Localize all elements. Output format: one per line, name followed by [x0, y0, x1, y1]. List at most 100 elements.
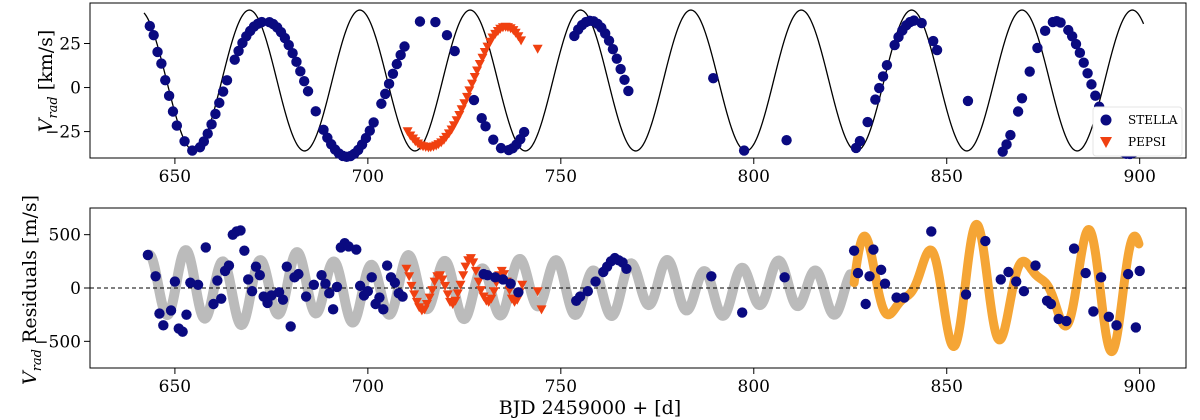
pepsi-residual-point — [517, 280, 528, 290]
pepsi-points — [402, 22, 543, 153]
pepsi-residual-point — [450, 296, 461, 306]
stella-residual-point — [308, 279, 320, 290]
stella-point — [152, 46, 163, 58]
stella-point — [480, 121, 491, 132]
stella-point — [928, 35, 939, 47]
bottom-x-tick-label: 850 — [931, 377, 963, 397]
top-x-tick-label: 650 — [159, 167, 191, 187]
stella-point — [449, 45, 460, 57]
stella-point — [376, 98, 387, 109]
stella-point — [518, 126, 530, 138]
stella-residual-point — [235, 225, 246, 236]
bottom-x-tick-label: 700 — [352, 377, 384, 397]
stella-point — [380, 88, 391, 100]
stella-point — [167, 106, 179, 117]
stella-residual-point — [1130, 322, 1142, 333]
legend: STELLA PEPSI — [1092, 106, 1183, 157]
stella-residual-point — [177, 326, 188, 337]
stella-residual-point — [513, 287, 524, 298]
stella-point — [399, 41, 410, 52]
stella-residual-point — [158, 320, 169, 331]
stella-point — [148, 30, 159, 41]
bottom-ylabel-sub: rad — [30, 349, 45, 371]
stella-residual-point — [980, 235, 991, 247]
pepsi-residual-point — [409, 290, 420, 300]
stella-point — [781, 135, 792, 146]
residual-model-gray — [142, 245, 856, 331]
stella-residual-point — [1103, 311, 1115, 322]
stella-residual-point — [381, 260, 393, 271]
stella-residual-point — [848, 245, 860, 256]
top-x-tick-label: 850 — [931, 167, 963, 187]
stella-point — [1032, 42, 1043, 54]
pepsi-residual-point — [473, 277, 484, 287]
pepsi-residual-point — [468, 258, 479, 268]
stella-point — [1090, 90, 1101, 101]
top-x-tick-label: 900 — [1123, 167, 1155, 187]
stella-point — [1016, 93, 1028, 104]
stella-point — [171, 120, 183, 131]
stella-point — [368, 117, 379, 128]
stella-residual-point — [277, 294, 289, 305]
stella-point — [214, 97, 225, 109]
stella-residual-point — [181, 309, 192, 320]
pepsi-residual-point — [427, 286, 438, 296]
pepsi-residual-point — [401, 264, 412, 274]
stella-residual-point — [246, 286, 258, 297]
radial-velocity-panel: 650 700 750 800 850 900 −25 0 25 Vrad [km/s] ST… — [35, 2, 1187, 187]
stella-residual-point — [960, 289, 972, 300]
stella-residual-point — [150, 271, 161, 282]
stella-residual-point — [891, 292, 902, 303]
pepsi-point — [467, 79, 478, 89]
top-ylabel-sub: rad — [46, 96, 61, 118]
stella-point — [441, 30, 453, 41]
stella-point — [1001, 139, 1012, 150]
stella-residual-point — [1134, 265, 1145, 277]
pepsi-residual-point — [421, 300, 432, 309]
stella-residual-point — [582, 286, 594, 297]
stella-point — [962, 95, 974, 107]
stella-point — [916, 17, 927, 29]
stella-point — [383, 78, 395, 90]
stella-residual-point — [1018, 286, 1030, 297]
stella-point — [603, 35, 615, 46]
stella-point — [1012, 106, 1024, 117]
pepsi-residual-point — [458, 271, 469, 281]
pepsi-residual-point — [512, 295, 523, 305]
stella-point — [387, 68, 399, 80]
stella-point — [476, 112, 487, 124]
stella-point — [302, 86, 314, 97]
stella-residual-point — [200, 242, 211, 253]
stella-residual-point — [254, 270, 266, 281]
stella-residual-point — [243, 274, 254, 285]
legend-box — [1092, 106, 1183, 157]
stella-residual-point — [1010, 276, 1022, 287]
stella-residual-point — [1061, 315, 1072, 327]
stella-point — [881, 59, 893, 71]
stella-point — [1005, 129, 1016, 141]
legend-pepsi-marker — [1100, 137, 1112, 148]
stella-point — [889, 39, 900, 51]
top-x-axis-ticks: 650 700 750 800 850 900 — [159, 158, 1156, 187]
stella-residual-point — [779, 272, 790, 283]
pepsi-residual-point — [455, 280, 466, 290]
stella-residual-point — [1045, 298, 1057, 310]
stella-residual-point — [165, 305, 177, 316]
stella-point — [395, 49, 406, 61]
stella-residual-point — [316, 270, 327, 281]
stella-point — [179, 136, 190, 147]
pepsi-residual-point — [486, 294, 497, 304]
stella-point — [623, 85, 634, 97]
pepsi-residual-point — [460, 262, 471, 272]
bottom-y-axis-ticks: −500 0 500 — [34, 226, 90, 352]
stella-residual-point — [1095, 272, 1107, 283]
bottom-y-tick-label: −500 — [34, 332, 81, 352]
stella-residual-point — [864, 271, 875, 282]
bottom-ylabel-unit: Residuals [m/s] — [19, 195, 41, 349]
pepsi-residual-point — [440, 281, 451, 291]
bottom-y-axis-label: Vrad Residuals [m/s] — [19, 195, 45, 385]
top-x-tick-label: 800 — [738, 167, 770, 187]
stella-point — [256, 16, 267, 28]
stella-point — [163, 90, 175, 102]
stella-point — [1078, 57, 1089, 68]
